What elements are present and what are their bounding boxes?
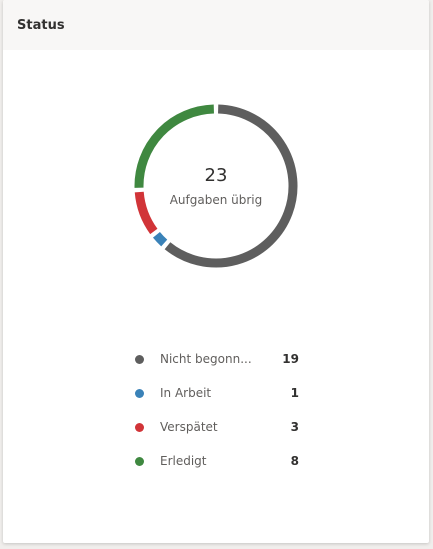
chart-legend: Nicht begonn... 19 In Arbeit 1 Verspätet 3 Erl… bbox=[131, 342, 299, 478]
legend-value: 8 bbox=[290, 454, 299, 468]
donut-slice-erledigt[interactable] bbox=[134, 104, 215, 188]
legend-dot bbox=[135, 456, 144, 466]
donut-slice-verspaetet[interactable] bbox=[134, 191, 158, 235]
legend-label: In Arbeit bbox=[160, 386, 212, 400]
card-header: Status bbox=[3, 0, 429, 50]
donut-slice-nicht-begonnen[interactable] bbox=[164, 104, 298, 268]
legend-dot bbox=[135, 388, 144, 398]
legend-item-nicht-begonnen[interactable]: Nicht begonn... 19 bbox=[131, 342, 299, 376]
legend-label: Verspätet bbox=[160, 420, 218, 434]
status-card: Status 23 Aufgaben übrig Nicht begonn...… bbox=[3, 0, 429, 543]
donut-chart-svg bbox=[134, 104, 298, 268]
legend-item-in-arbeit[interactable]: In Arbeit 1 bbox=[131, 376, 299, 410]
legend-value: 3 bbox=[290, 420, 299, 434]
donut-slice-in-arbeit[interactable] bbox=[152, 231, 168, 247]
legend-item-erledigt[interactable]: Erledigt 8 bbox=[131, 444, 299, 478]
donut-chart: 23 Aufgaben übrig bbox=[128, 98, 304, 274]
legend-label: Erledigt bbox=[160, 454, 207, 468]
card-title: Status bbox=[17, 17, 65, 33]
legend-dot bbox=[135, 354, 144, 364]
legend-dot bbox=[135, 422, 144, 432]
legend-value: 1 bbox=[290, 386, 299, 400]
legend-label: Nicht begonn... bbox=[160, 352, 252, 366]
legend-item-verspaetet[interactable]: Verspätet 3 bbox=[131, 410, 299, 444]
legend-value: 19 bbox=[282, 352, 299, 366]
